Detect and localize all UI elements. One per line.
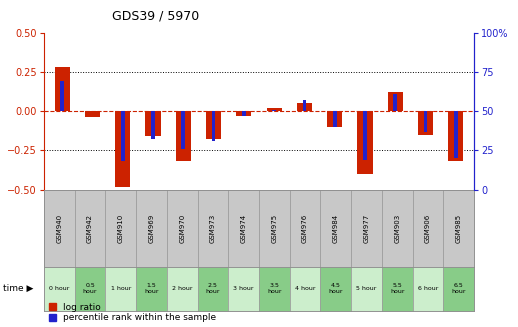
Bar — [228, 190, 259, 267]
Text: 0 hour: 0 hour — [49, 286, 69, 291]
Bar — [327, 111, 342, 127]
Text: GSM903: GSM903 — [394, 214, 400, 243]
Text: GSM977: GSM977 — [364, 214, 369, 243]
Text: 2 hour: 2 hour — [172, 286, 193, 291]
Bar — [44, 267, 75, 311]
Bar — [54, 67, 70, 111]
Bar — [259, 190, 290, 267]
Bar — [176, 111, 191, 162]
Bar — [382, 267, 412, 311]
Bar — [303, 100, 306, 111]
Bar — [136, 190, 167, 267]
Bar — [75, 267, 106, 311]
Text: GSM910: GSM910 — [118, 214, 124, 243]
Bar — [272, 110, 276, 111]
Bar — [212, 111, 215, 141]
Text: GSM985: GSM985 — [456, 214, 462, 243]
Bar — [44, 190, 75, 267]
Bar — [197, 190, 228, 267]
Bar — [333, 111, 337, 127]
Text: GSM942: GSM942 — [87, 214, 93, 243]
Text: GDS39 / 5970: GDS39 / 5970 — [112, 10, 199, 23]
Text: GSM970: GSM970 — [179, 214, 185, 243]
Text: GSM976: GSM976 — [302, 214, 308, 243]
Bar — [167, 267, 197, 311]
Text: 6 hour: 6 hour — [418, 286, 438, 291]
Bar — [443, 267, 474, 311]
Text: 5 hour: 5 hour — [356, 286, 377, 291]
Bar — [121, 111, 124, 162]
Text: GSM940: GSM940 — [56, 214, 62, 243]
Bar — [454, 111, 457, 158]
Bar — [424, 111, 427, 131]
Text: GSM984: GSM984 — [333, 214, 339, 243]
Text: GSM975: GSM975 — [271, 214, 277, 243]
Bar — [290, 190, 321, 267]
Bar — [259, 267, 290, 311]
Bar — [61, 81, 64, 111]
Bar — [106, 267, 136, 311]
Bar — [412, 267, 443, 311]
Bar — [85, 111, 100, 117]
Text: 0.5
hour: 0.5 hour — [83, 283, 97, 294]
Text: time ▶: time ▶ — [3, 284, 33, 293]
Bar — [115, 111, 131, 186]
Bar — [418, 111, 433, 135]
Bar — [382, 190, 412, 267]
Bar — [197, 267, 228, 311]
Text: GSM973: GSM973 — [210, 214, 216, 243]
Bar — [321, 190, 351, 267]
Bar — [75, 190, 106, 267]
Text: GSM906: GSM906 — [425, 214, 431, 243]
Bar — [351, 267, 382, 311]
Bar — [357, 111, 372, 174]
Bar — [181, 111, 185, 149]
Text: GSM969: GSM969 — [149, 214, 154, 243]
Bar — [136, 267, 167, 311]
Text: 1.5
hour: 1.5 hour — [145, 283, 159, 294]
Bar — [448, 111, 464, 162]
Text: 3.5
hour: 3.5 hour — [267, 283, 282, 294]
Text: 4.5
hour: 4.5 hour — [328, 283, 343, 294]
Text: 1 hour: 1 hour — [111, 286, 131, 291]
Bar — [387, 92, 403, 111]
Bar — [321, 267, 351, 311]
Bar — [228, 267, 259, 311]
Text: 6.5
hour: 6.5 hour — [451, 283, 466, 294]
Bar — [267, 108, 282, 111]
Bar — [297, 103, 312, 111]
Bar — [351, 190, 382, 267]
Bar — [167, 190, 197, 267]
Bar — [412, 190, 443, 267]
Bar — [443, 190, 474, 267]
Text: 2.5
hour: 2.5 hour — [206, 283, 220, 294]
Text: 4 hour: 4 hour — [295, 286, 315, 291]
Bar — [236, 111, 251, 116]
Text: 3 hour: 3 hour — [234, 286, 254, 291]
Bar — [363, 111, 367, 160]
Bar — [242, 111, 246, 116]
Bar — [206, 111, 221, 139]
Bar — [146, 111, 161, 136]
Text: 5.5
hour: 5.5 hour — [390, 283, 405, 294]
Legend: log ratio, percentile rank within the sample: log ratio, percentile rank within the sa… — [49, 303, 216, 322]
Bar — [106, 190, 136, 267]
Bar — [151, 111, 155, 139]
Text: GSM974: GSM974 — [241, 214, 247, 243]
Bar — [290, 267, 321, 311]
Bar — [394, 94, 397, 111]
